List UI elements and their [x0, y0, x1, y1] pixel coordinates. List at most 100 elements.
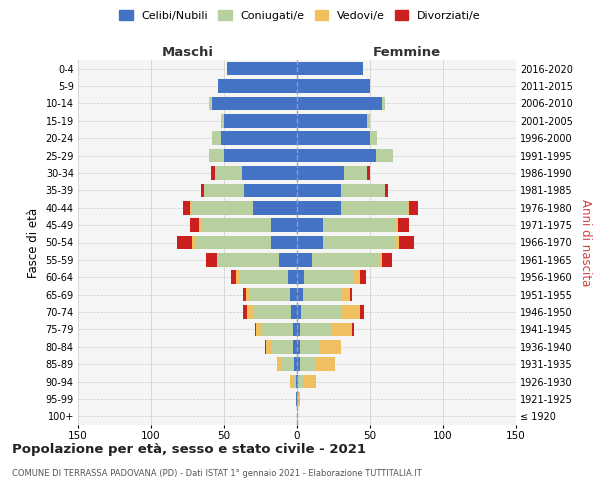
Bar	[409, 201, 418, 214]
Bar	[344, 166, 367, 180]
Bar	[396, 236, 399, 250]
Bar	[294, 358, 297, 371]
Bar	[396, 218, 398, 232]
Bar	[332, 322, 352, 336]
Bar	[177, 236, 192, 250]
Bar	[247, 305, 253, 319]
Bar	[190, 218, 199, 232]
Bar	[224, 114, 297, 128]
Bar	[352, 322, 354, 336]
Bar	[341, 201, 408, 214]
Bar	[298, 375, 304, 388]
Bar	[297, 305, 301, 319]
Bar	[296, 392, 297, 406]
Bar	[341, 184, 385, 197]
Text: Femmine: Femmine	[373, 46, 440, 59]
Bar	[217, 253, 218, 266]
Bar	[341, 288, 350, 302]
Bar	[195, 236, 271, 250]
Bar	[272, 340, 293, 353]
Bar	[297, 410, 298, 423]
Text: Popolazione per età, sesso e stato civile - 2021: Popolazione per età, sesso e stato civil…	[12, 442, 366, 456]
Bar	[192, 236, 195, 250]
Bar	[398, 218, 409, 232]
Bar	[206, 253, 217, 266]
Bar	[382, 96, 385, 110]
Bar	[221, 114, 224, 128]
Bar	[297, 253, 311, 266]
Bar	[199, 218, 200, 232]
Bar	[300, 322, 332, 336]
Bar	[323, 218, 396, 232]
Bar	[297, 201, 341, 214]
Bar	[224, 149, 297, 162]
Legend: Celibi/Nubili, Coniugati/e, Vedovi/e, Divorziati/e: Celibi/Nubili, Coniugati/e, Vedovi/e, Di…	[117, 8, 483, 23]
Bar	[323, 236, 396, 250]
Bar	[304, 375, 316, 388]
Y-axis label: Anni di nascita: Anni di nascita	[580, 199, 592, 286]
Bar	[232, 270, 236, 284]
Bar	[382, 253, 392, 266]
Bar	[242, 166, 297, 180]
Bar	[297, 270, 304, 284]
Y-axis label: Fasce di età: Fasce di età	[27, 208, 40, 278]
Bar	[243, 288, 246, 302]
Bar	[203, 184, 244, 197]
Bar	[376, 149, 394, 162]
Bar	[192, 201, 253, 214]
Bar	[290, 375, 293, 388]
Bar	[221, 132, 297, 145]
Bar	[280, 253, 297, 266]
Text: Maschi: Maschi	[161, 46, 214, 59]
Bar	[211, 166, 215, 180]
Bar	[266, 340, 272, 353]
Bar	[370, 132, 377, 145]
Bar	[301, 305, 342, 319]
Bar	[212, 132, 221, 145]
Bar	[260, 322, 293, 336]
Bar	[253, 201, 297, 214]
Bar	[297, 114, 367, 128]
Bar	[209, 96, 212, 110]
Bar	[218, 80, 297, 93]
Bar	[360, 270, 365, 284]
Bar	[297, 184, 341, 197]
Bar	[288, 270, 297, 284]
Bar	[367, 114, 370, 128]
Bar	[239, 270, 288, 284]
Bar	[297, 132, 370, 145]
Bar	[227, 62, 297, 76]
Bar	[271, 236, 297, 250]
Bar	[297, 62, 363, 76]
Bar	[243, 305, 247, 319]
Bar	[297, 149, 376, 162]
Bar	[253, 305, 291, 319]
Bar	[342, 305, 360, 319]
Bar	[379, 253, 382, 266]
Bar	[271, 218, 297, 232]
Bar	[290, 288, 297, 302]
Bar	[320, 340, 341, 353]
Bar	[360, 305, 364, 319]
Bar	[246, 288, 249, 302]
Bar	[200, 218, 271, 232]
Bar	[300, 358, 314, 371]
Bar	[298, 392, 300, 406]
Bar	[291, 305, 297, 319]
Bar	[209, 149, 224, 162]
Bar	[350, 288, 352, 302]
Bar	[297, 166, 344, 180]
Bar	[297, 375, 298, 388]
Bar	[408, 201, 409, 214]
Bar	[254, 322, 256, 336]
Bar	[297, 80, 370, 93]
Bar	[249, 288, 290, 302]
Bar	[354, 270, 360, 284]
Bar	[399, 236, 414, 250]
Bar	[300, 340, 320, 353]
Bar	[293, 340, 297, 353]
Text: COMUNE DI TERRASSA PADOVANA (PD) - Dati ISTAT 1° gennaio 2021 - Elaborazione TUT: COMUNE DI TERRASSA PADOVANA (PD) - Dati …	[12, 469, 422, 478]
Bar	[236, 270, 239, 284]
Bar	[283, 358, 294, 371]
Bar	[303, 288, 341, 302]
